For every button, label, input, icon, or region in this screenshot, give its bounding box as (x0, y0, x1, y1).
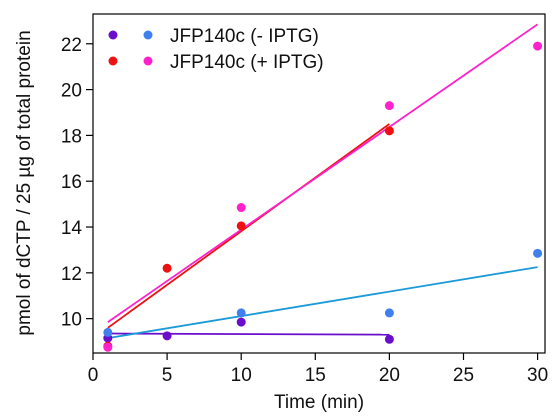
data-point-1-3 (533, 249, 542, 258)
data-point-2-1 (163, 264, 172, 273)
data-point-2-2 (237, 221, 246, 230)
y-tick-label-2: 14 (61, 218, 83, 239)
data-point-0-1 (163, 331, 172, 340)
data-point-2-3 (385, 126, 394, 135)
x-tick-label-2: 10 (231, 365, 252, 386)
legend-label-1: JFP140c (+ IPTG) (170, 52, 324, 73)
x-tick-label-3: 15 (305, 365, 326, 386)
legend-label-0: JFP140c (- IPTG) (170, 26, 319, 47)
fit-line-2 (108, 124, 390, 328)
legend: JFP140c (- IPTG) JFP140c (+ IPTG) (109, 26, 324, 73)
data-point-3-1 (237, 203, 246, 212)
x-tick-label-6: 30 (527, 365, 548, 386)
y-tick-label-1: 12 (61, 264, 82, 285)
y-axis: 10 12 14 16 18 20 22 (61, 35, 93, 331)
legend-marker-1-1 (144, 57, 153, 66)
y-axis-label: pmol of dCTP / 25 µg of total protein (14, 30, 35, 335)
data-point-1-0 (103, 328, 112, 337)
x-tick-label-5: 25 (453, 365, 474, 386)
data-point-1-1 (237, 308, 246, 317)
legend-marker-1-0 (109, 57, 118, 66)
legend-marker-0-0 (109, 31, 118, 40)
y-tick-label-6: 22 (61, 35, 82, 56)
x-tick-label-0: 0 (88, 365, 99, 386)
data-point-3-0 (103, 343, 112, 352)
legend-marker-0-1 (144, 31, 153, 40)
x-axis-label: Time (min) (274, 392, 364, 413)
x-axis: 0 5 10 15 20 25 30 (88, 353, 548, 386)
y-tick-label-0: 10 (61, 310, 82, 331)
x-tick-label-1: 5 (162, 365, 173, 386)
x-tick-label-4: 20 (379, 365, 400, 386)
data-point-1-2 (385, 308, 394, 317)
data-point-3-3 (533, 42, 542, 51)
data-point-0-3 (385, 335, 394, 344)
y-tick-label-5: 20 (61, 81, 82, 102)
fit-line-0 (108, 334, 390, 335)
data-point-3-2 (385, 101, 394, 110)
data-points (103, 42, 542, 352)
y-tick-label-3: 16 (61, 172, 82, 193)
y-tick-label-4: 18 (61, 126, 82, 147)
data-point-0-2 (237, 318, 246, 327)
